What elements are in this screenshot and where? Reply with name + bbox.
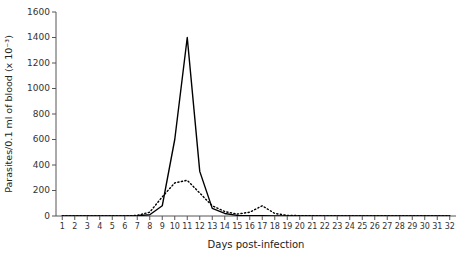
- x-tick: [224, 216, 225, 220]
- x-tick-label: 10: [170, 222, 180, 231]
- y-tick-label: 1600: [27, 7, 50, 17]
- x-tick: [237, 216, 238, 220]
- y-tick: [52, 190, 56, 191]
- x-tick: [374, 216, 375, 220]
- y-axis-line: [56, 12, 57, 216]
- x-tick-label: 30: [420, 222, 430, 231]
- axes: 0200400600800100012001400160012345678910…: [27, 7, 456, 232]
- x-tick: [349, 216, 350, 220]
- series-line: [62, 180, 450, 216]
- x-tick-label: 6: [122, 222, 127, 231]
- x-tick-label: 5: [110, 222, 115, 231]
- x-tick-label: 25: [357, 222, 367, 231]
- y-axis-label: Parasites/0.1 ml of blood (x 10⁻³): [3, 35, 14, 193]
- x-tick: [299, 216, 300, 220]
- y-tick: [52, 216, 56, 217]
- x-tick-label: 1: [60, 222, 65, 231]
- lines: [62, 38, 450, 217]
- x-tick: [387, 216, 388, 220]
- y-tick: [52, 88, 56, 89]
- x-tick-label: 18: [270, 222, 280, 231]
- x-tick-label: 24: [345, 222, 355, 231]
- x-tick: [99, 216, 100, 220]
- x-tick: [437, 216, 438, 220]
- x-tick-label: 27: [382, 222, 392, 231]
- x-tick: [174, 216, 175, 220]
- x-tick: [362, 216, 363, 220]
- x-tick-label: 19: [282, 222, 292, 231]
- x-tick-label: 7: [135, 222, 140, 231]
- y-tick-label: 800: [33, 109, 50, 119]
- series-line: [62, 38, 450, 217]
- x-tick: [287, 216, 288, 220]
- x-tick-label: 22: [320, 222, 330, 231]
- x-tick: [399, 216, 400, 220]
- x-tick: [74, 216, 75, 220]
- y-tick-label: 1000: [27, 83, 50, 93]
- y-tick: [52, 139, 56, 140]
- x-tick-label: 26: [370, 222, 380, 231]
- x-tick-label: 3: [85, 222, 90, 231]
- x-tick-label: 11: [182, 222, 192, 231]
- x-tick: [137, 216, 138, 220]
- x-tick-label: 14: [220, 222, 230, 231]
- x-tick-label: 31: [432, 222, 442, 231]
- y-tick-label: 1200: [27, 58, 50, 68]
- x-tick: [412, 216, 413, 220]
- x-tick: [149, 216, 150, 220]
- x-tick: [112, 216, 113, 220]
- x-tick-label: 4: [97, 222, 102, 231]
- x-tick-label: 15: [232, 222, 242, 231]
- x-tick: [124, 216, 125, 220]
- x-tick-label: 9: [160, 222, 165, 231]
- x-tick-label: 23: [332, 222, 342, 231]
- y-tick-label: 200: [33, 185, 50, 195]
- x-tick: [324, 216, 325, 220]
- y-tick-label: 0: [44, 211, 50, 221]
- x-tick-label: 2: [72, 222, 77, 231]
- x-tick-label: 20: [295, 222, 305, 231]
- x-tick: [337, 216, 338, 220]
- x-tick: [312, 216, 313, 220]
- x-tick-label: 17: [257, 222, 267, 231]
- x-tick-label: 21: [307, 222, 317, 231]
- x-tick-label: 12: [195, 222, 205, 231]
- x-tick: [424, 216, 425, 220]
- y-tick-label: 600: [33, 134, 50, 144]
- x-tick: [62, 216, 63, 220]
- x-tick: [187, 216, 188, 220]
- x-axis-label: Days post-infection: [208, 239, 305, 250]
- y-tick: [52, 12, 56, 13]
- x-tick: [199, 216, 200, 220]
- x-tick-label: 32: [445, 222, 455, 231]
- y-tick: [52, 37, 56, 38]
- x-tick-label: 16: [245, 222, 255, 231]
- y-tick: [52, 114, 56, 115]
- y-tick-label: 400: [33, 160, 50, 170]
- x-tick: [162, 216, 163, 220]
- x-tick-label: 29: [407, 222, 417, 231]
- x-tick: [212, 216, 213, 220]
- x-tick: [262, 216, 263, 220]
- x-tick: [249, 216, 250, 220]
- x-tick: [449, 216, 450, 220]
- y-tick-label: 1400: [27, 32, 50, 42]
- x-tick-label: 13: [207, 222, 217, 231]
- x-tick-label: 8: [147, 222, 152, 231]
- y-tick: [52, 165, 56, 166]
- x-tick: [87, 216, 88, 220]
- x-tick-label: 28: [395, 222, 405, 231]
- x-tick: [274, 216, 275, 220]
- y-tick: [52, 63, 56, 64]
- chart: 0200400600800100012001400160012345678910…: [0, 0, 468, 254]
